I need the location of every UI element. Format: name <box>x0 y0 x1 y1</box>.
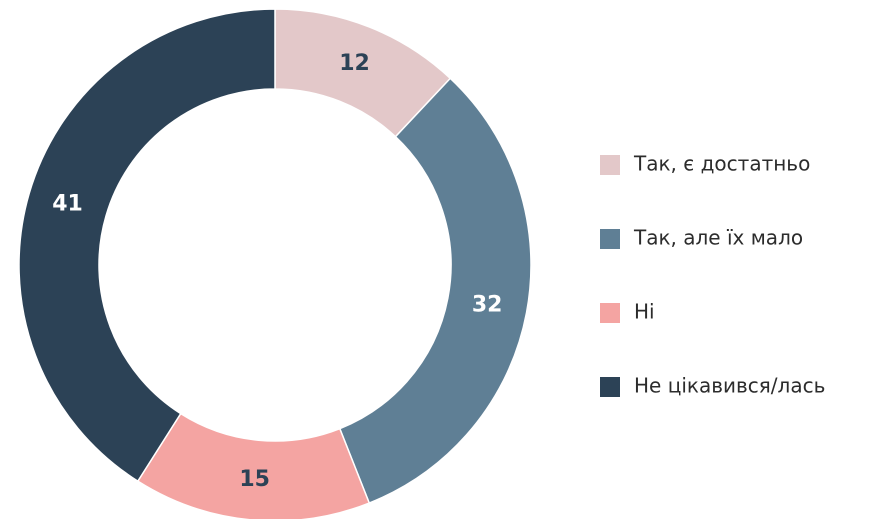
data-label: 32 <box>472 292 503 317</box>
donut-segment <box>338 77 532 504</box>
data-label: 15 <box>239 467 270 492</box>
legend-label: Не цікавився/лась <box>634 374 825 398</box>
legend-label: Ні <box>634 300 655 324</box>
legend-label: Так, є достатньо <box>633 152 810 176</box>
legend-swatch <box>600 377 620 397</box>
data-label: 41 <box>52 192 83 217</box>
donut-segment <box>18 8 276 483</box>
legend-swatch <box>600 303 620 323</box>
data-label: 12 <box>339 51 370 76</box>
legend-label: Так, але їх мало <box>633 226 803 250</box>
legend-swatch <box>600 155 620 175</box>
legend-swatch <box>600 229 620 249</box>
